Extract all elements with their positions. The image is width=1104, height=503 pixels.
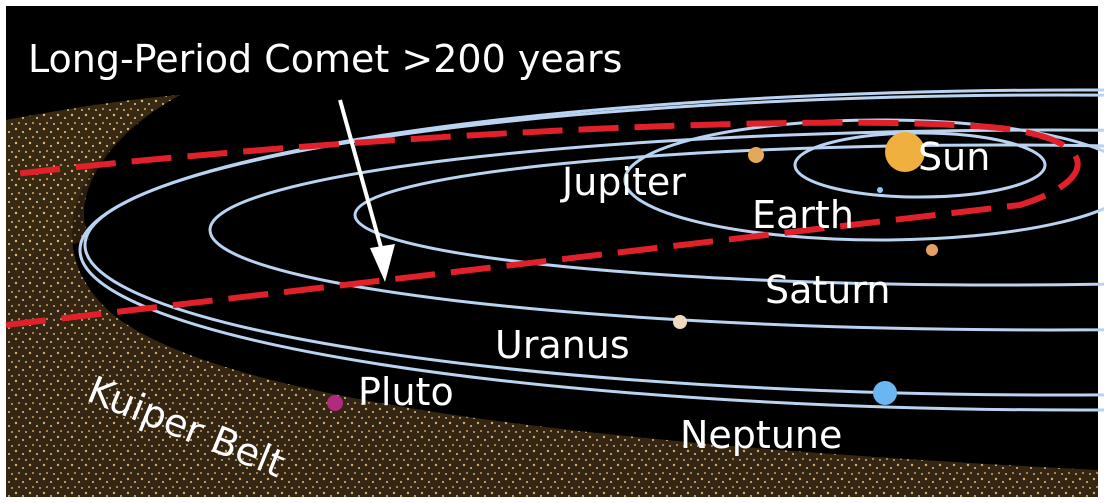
- uranus: [673, 315, 687, 329]
- earth: [877, 187, 883, 193]
- jupiter-label: Jupiter: [560, 160, 686, 204]
- jupiter: [748, 147, 764, 163]
- saturn: [926, 244, 938, 256]
- earth-label: Earth: [752, 193, 854, 237]
- diagram: Long-Period Comet >200 years Sun Jupiter…: [0, 0, 1104, 503]
- page: Long-Period Comet >200 years Sun Jupiter…: [0, 0, 1104, 503]
- neptune: [873, 381, 897, 405]
- uranus-label: Uranus: [495, 323, 630, 367]
- saturn-label: Saturn: [765, 268, 890, 312]
- neptune-label: Neptune: [680, 413, 842, 457]
- title: Long-Period Comet >200 years: [28, 37, 622, 81]
- sun-label: Sun: [918, 135, 990, 179]
- pluto: [327, 395, 343, 411]
- pluto-label: Pluto: [358, 370, 454, 414]
